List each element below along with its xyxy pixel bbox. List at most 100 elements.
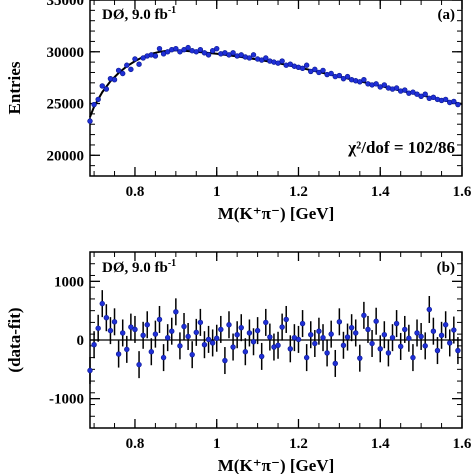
data-point [95,96,101,103]
data-point [160,354,167,361]
data-point [164,334,171,341]
data-point [103,86,110,92]
data-point [410,354,416,361]
data-point [406,335,412,341]
data-point [344,73,351,80]
data-point [189,351,195,358]
data-point [381,82,388,88]
data-point [258,353,265,360]
data-point [299,65,306,72]
panel-a: 0.8 1 1.2 1.4 1.6 20000 25000 30000 35000 DØ, 9.… [5,0,472,223]
fit-line [89,49,463,118]
data-point [185,44,191,51]
data-point [287,346,294,352]
data-point [263,319,269,326]
data-point [348,324,355,331]
data-point [422,343,428,349]
x-tick-label: 1.2 [289,436,308,452]
y-tick-label: 20000 [47,148,85,164]
data-point [455,101,461,108]
y-tick-label: 1000 [54,274,84,290]
data-point [299,320,306,327]
data-point [246,330,253,336]
data-point [185,333,191,340]
data-point [250,52,257,58]
data-point [451,327,457,333]
data-point [120,70,126,77]
data-point [91,341,97,348]
x-tick-label: 1.4 [371,436,390,452]
data-point [418,333,424,340]
a-x-axis-label: M(K⁺π⁻) [GeV] [218,204,334,223]
data-point [397,343,404,350]
data-point [193,329,199,336]
b-experiment-label: DØ, 9.0 fb-1 [102,258,176,276]
b-axis-ticks: 0.8 1 1.2 1.4 1.6 -1000 0 1000 [49,251,472,452]
data-point [99,83,105,89]
data-point [205,52,212,58]
data-point [324,350,330,356]
data-point [128,324,134,330]
x-tick-label: 1.6 [453,436,472,452]
b-y-axis-label: (data-fit) [5,307,24,372]
y-tick-label: 30000 [47,45,85,61]
data-point [303,354,310,361]
data-point [148,349,155,355]
data-point [308,332,314,338]
data-point [152,331,159,337]
data-point [152,53,159,59]
data-point [103,315,110,321]
data-point [365,326,371,333]
x-tick-label: 1 [213,184,221,200]
data-point [402,87,408,93]
data-point [426,306,432,313]
data-point [120,330,126,336]
data-point [320,334,326,341]
data-point [393,85,400,91]
a-experiment-label: DØ, 9.0 fb-1 [102,5,176,23]
data-point [385,350,392,356]
data-point [393,320,400,327]
data-point [156,45,163,52]
data-point [156,316,163,323]
data-point [99,300,105,307]
data-point [218,326,224,333]
data-point [132,326,138,333]
a-y-axis-label: Entries [5,61,24,114]
data-point [201,341,208,348]
data-point [87,367,93,374]
data-point [369,340,375,347]
data-point [115,67,122,74]
data-point [209,340,216,346]
a-panel-label: (a) [438,7,456,23]
data-point [124,346,130,353]
data-point [197,46,204,53]
data-point [295,336,302,343]
data-point [230,344,236,350]
data-point [434,347,441,354]
a-axis-ticks: 0.8 1 1.2 1.4 1.6 20000 25000 30000 35000 [47,0,472,200]
data-point [414,330,420,336]
data-point [111,77,118,83]
data-point [381,332,388,338]
data-point [316,328,322,334]
b-x-axis-label: M(K⁺π⁻) [GeV] [218,456,334,474]
data-point [442,96,449,103]
data-point [373,81,379,87]
data-point [91,101,97,108]
y-tick-label: 35000 [47,0,85,9]
data-point [107,327,114,334]
data-point [230,50,236,56]
data-point [357,355,363,361]
a-fit-curve [89,49,463,118]
data-point [312,340,318,347]
y-tick-label: 25000 [47,97,85,113]
data-point [455,347,461,354]
x-tick-label: 1 [213,436,221,452]
data-point [336,72,343,79]
data-point [115,351,122,357]
plot-frame-a [89,0,463,177]
data-point [132,56,138,62]
data-point [87,118,93,124]
data-point [373,318,379,324]
